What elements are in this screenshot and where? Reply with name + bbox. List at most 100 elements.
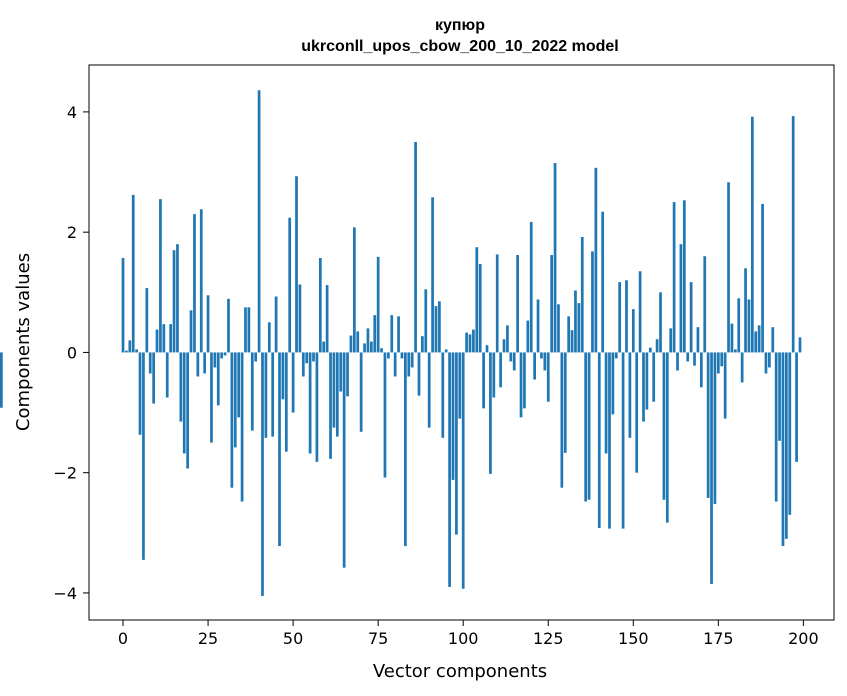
- bar: [489, 352, 492, 474]
- bar: [165, 352, 169, 398]
- bar: [577, 303, 581, 353]
- bar: [213, 352, 217, 368]
- bar: [131, 194, 135, 353]
- bar: [216, 352, 220, 406]
- bar: [512, 352, 516, 371]
- bar: [774, 352, 778, 502]
- bar: [706, 352, 710, 498]
- bar: [465, 332, 468, 353]
- bar: [608, 352, 611, 529]
- bar: [142, 352, 145, 560]
- bar: [366, 328, 370, 353]
- bar: [461, 352, 465, 589]
- bar: [757, 325, 761, 353]
- bar: [369, 341, 373, 353]
- bar: [523, 352, 526, 409]
- bar: [788, 352, 792, 515]
- bar: [754, 331, 758, 353]
- bar: [264, 352, 268, 438]
- bar: [495, 254, 499, 353]
- bar: [172, 250, 176, 353]
- bar: [628, 352, 632, 438]
- bar: [750, 116, 754, 353]
- bar: [720, 352, 724, 367]
- bar: [587, 352, 591, 500]
- bar: [744, 268, 747, 353]
- bar: [519, 352, 523, 418]
- bar: [199, 209, 203, 353]
- bar: [284, 352, 288, 452]
- bar: [138, 352, 142, 435]
- bar: [335, 352, 339, 437]
- bar: [761, 203, 764, 353]
- bar: [332, 352, 336, 428]
- bar: [672, 202, 676, 353]
- bar: [506, 325, 509, 353]
- bar: [210, 352, 213, 443]
- bar: [240, 352, 244, 502]
- bar: [315, 352, 319, 462]
- bar: [791, 116, 795, 353]
- y-axis-label: Components values: [13, 253, 34, 431]
- bar: [397, 316, 400, 353]
- bar: [679, 244, 683, 353]
- bar: [295, 176, 298, 353]
- bar: [781, 352, 785, 547]
- bar: [162, 324, 166, 353]
- bar: [383, 352, 387, 478]
- bar: [689, 282, 693, 353]
- bar: [376, 256, 380, 353]
- bar: [128, 340, 132, 353]
- bar: [546, 352, 550, 402]
- bar: [740, 352, 744, 383]
- y-axis-ticks: −4 −2 0 2 4: [53, 103, 89, 603]
- bar: [645, 352, 649, 410]
- bar: [410, 352, 414, 368]
- bar: [621, 352, 625, 529]
- bar: [550, 255, 554, 353]
- bar: [288, 217, 292, 353]
- plot-frame: [88, 64, 835, 621]
- bar: [526, 320, 530, 353]
- bar: [458, 352, 462, 419]
- bar: [536, 299, 540, 353]
- x-axis-ticks: 0 25 50 75 100 125 150 175 200: [118, 620, 819, 648]
- bar: [407, 352, 411, 377]
- bar: [642, 352, 645, 422]
- bar: [625, 280, 628, 353]
- bar: [730, 323, 734, 353]
- bar: [301, 352, 305, 377]
- bar: [482, 352, 485, 409]
- bar: [662, 352, 666, 500]
- bar: [390, 315, 394, 353]
- bar: [257, 90, 261, 353]
- bar: [652, 352, 656, 402]
- x-tick-label: 125: [533, 629, 564, 648]
- bar: [703, 256, 707, 353]
- bar: [431, 197, 434, 353]
- bar: [570, 330, 574, 353]
- bar: [329, 352, 332, 459]
- bar: [434, 306, 438, 353]
- bar: [502, 339, 506, 353]
- bars-group: [0, 90, 802, 596]
- bar: [560, 352, 564, 488]
- x-tick-label: 25: [198, 629, 218, 648]
- bar: [533, 352, 536, 380]
- bar: [468, 334, 472, 353]
- bar: [159, 199, 162, 353]
- bar: [499, 352, 502, 388]
- bar: [298, 284, 302, 353]
- bar: [574, 290, 577, 353]
- bar: [584, 352, 588, 502]
- bar: [244, 307, 247, 353]
- bar: [614, 352, 618, 359]
- bar: [414, 141, 417, 353]
- bar: [203, 352, 207, 374]
- bar: [733, 349, 737, 353]
- bar: [696, 327, 700, 353]
- bar: [193, 214, 196, 353]
- bar: [713, 352, 717, 504]
- bar: [267, 322, 271, 353]
